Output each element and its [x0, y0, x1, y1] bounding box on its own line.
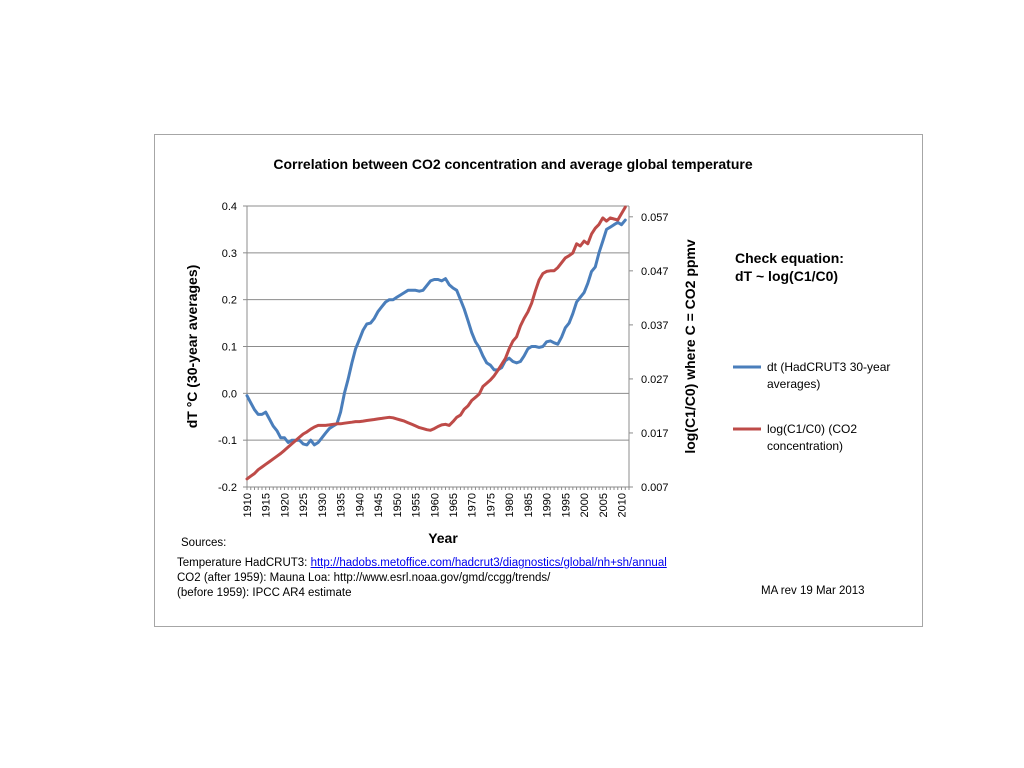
sources-co2-after: CO2 (after 1959): Mauna Loa: http://www.… — [177, 572, 551, 584]
x-tick-label: 1960 — [429, 493, 441, 517]
note-line-2: dT ~ log(C1/C0) — [735, 268, 839, 284]
y2-axis-title: log(C1/C0) where C = CO2 ppmv — [682, 239, 698, 454]
x-tick-label: 1950 — [392, 493, 404, 517]
y-axis-title: dT °C (30-year averages) — [184, 265, 200, 429]
y2-tick-label: 0.057 — [641, 212, 669, 224]
x-tick-label: 2005 — [598, 493, 610, 517]
x-tick-label: 1995 — [560, 493, 572, 517]
x-tick-label: 2000 — [579, 493, 591, 517]
y-tick-label: 0.4 — [222, 201, 237, 213]
revision-note: MA rev 19 Mar 2013 — [761, 585, 865, 597]
note-line-1: Check equation: — [735, 250, 844, 266]
chart-title: Correlation between CO2 concentration an… — [273, 156, 752, 172]
y2-tick-label: 0.017 — [641, 428, 669, 440]
x-axis-title: Year — [428, 530, 458, 546]
x-tick-label: 1965 — [448, 493, 460, 517]
x-tick-label: 1945 — [373, 493, 385, 517]
y-tick-label: 0.2 — [222, 295, 237, 307]
chart-frame: Correlation between CO2 concentration an… — [154, 134, 923, 627]
y-tick-label: -0.1 — [218, 435, 237, 447]
x-tick-label: 2010 — [617, 493, 629, 517]
x-tick-label: 1980 — [504, 493, 516, 517]
x-tick-label: 1970 — [467, 493, 479, 517]
sources-co2-before: (before 1959): IPCC AR4 estimate — [177, 587, 352, 599]
y2-tick-label: 0.037 — [641, 320, 669, 332]
x-tick-label: 1985 — [523, 493, 535, 517]
x-tick-label: 1935 — [336, 493, 348, 517]
x-tick-label: 1975 — [485, 493, 497, 517]
y-tick-label: 0.0 — [222, 388, 237, 400]
y-tick-label: 0.1 — [222, 342, 237, 354]
legend-label-temperature: dt (HadCRUT3 30-year averages) — [767, 360, 890, 391]
y-tick-label: -0.2 — [218, 482, 237, 494]
x-tick-label: 1955 — [411, 493, 423, 517]
y2-tick-label: 0.027 — [641, 374, 669, 386]
x-tick-label: 1915 — [261, 493, 273, 517]
hadcrut3-link[interactable]: http://hadobs.metoffice.com/hadcrut3/dia… — [310, 557, 667, 569]
sources-temperature: Temperature HadCRUT3: http://hadobs.meto… — [177, 557, 667, 569]
x-tick-label: 1925 — [298, 493, 310, 517]
legend-label-co2: log(C1/C0) (CO2 concentration) — [767, 422, 857, 453]
y-tick-label: 0.3 — [222, 248, 237, 260]
co2-series-line — [245, 205, 627, 481]
temperature-series-line — [245, 218, 627, 447]
x-tick-label: 1940 — [354, 493, 366, 517]
sources-heading: Sources: — [181, 537, 227, 549]
chart: Correlation between CO2 concentration an… — [184, 156, 890, 546]
x-tick-label: 1930 — [317, 493, 329, 517]
check-equation-note: Check equation: dT ~ log(C1/C0) — [735, 249, 844, 285]
x-tick-label: 1920 — [279, 493, 291, 517]
y2-tick-label: 0.047 — [641, 266, 669, 278]
x-tick-label: 1990 — [542, 493, 554, 517]
temperature-prefix: Temperature HadCRUT3: — [177, 557, 311, 569]
y2-tick-label: 0.007 — [641, 482, 669, 494]
x-tick-label: 1910 — [242, 493, 254, 517]
